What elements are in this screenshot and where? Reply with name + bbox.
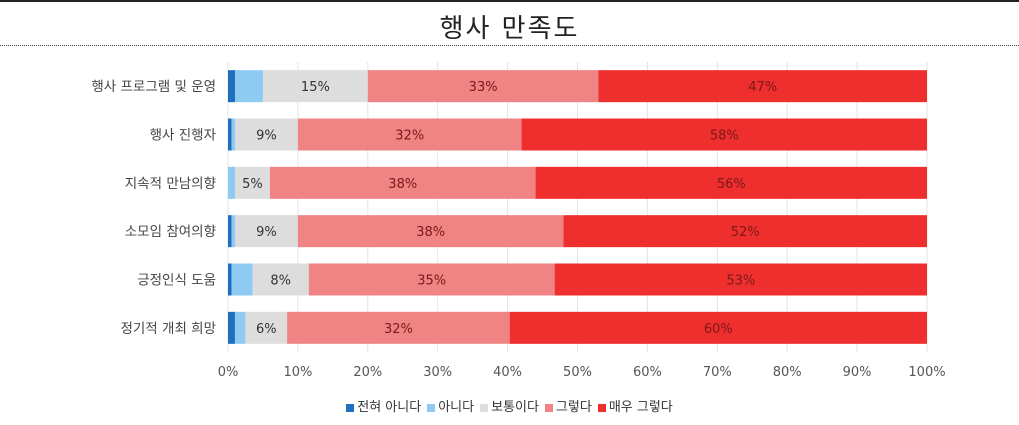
data-label: 15% xyxy=(301,80,330,95)
category-label: 정기적 개최 희망 xyxy=(120,321,216,337)
data-label: 60% xyxy=(704,322,733,337)
category-label: 긍정인식 도움 xyxy=(137,273,216,289)
x-tick-label: 30% xyxy=(423,365,452,380)
data-label: 6% xyxy=(256,322,277,337)
bar-segment xyxy=(228,311,235,344)
bar-segment xyxy=(262,70,368,103)
legend-item: 아니다 xyxy=(427,396,474,415)
legend-swatch xyxy=(544,403,553,412)
legend-item: 보통이다 xyxy=(480,396,539,415)
data-label: 9% xyxy=(256,225,277,240)
bar-segment xyxy=(554,263,927,296)
chart-title: 행사 만족도 xyxy=(439,14,580,44)
x-tick-label: 20% xyxy=(353,365,382,380)
data-label: 52% xyxy=(731,225,760,240)
data-label: 33% xyxy=(469,80,498,95)
bar-segment xyxy=(308,263,555,296)
x-tick-label: 90% xyxy=(843,365,872,380)
data-label: 32% xyxy=(395,129,424,144)
x-tick-label: 10% xyxy=(283,365,312,380)
data-label: 53% xyxy=(726,274,755,289)
data-label: 58% xyxy=(710,129,739,144)
legend-item: 전혀 아니다 xyxy=(346,396,421,415)
bar-segment xyxy=(521,118,927,151)
bar-segment xyxy=(509,311,927,344)
bar-segment xyxy=(269,166,536,199)
x-tick-label: 40% xyxy=(493,365,522,380)
bar-segment xyxy=(234,166,270,199)
legend-label: 그렇다 xyxy=(555,400,592,415)
bar-segment xyxy=(228,215,232,248)
legend-swatch xyxy=(427,403,436,412)
bar-segment xyxy=(252,263,309,296)
x-tick-label: 100% xyxy=(908,365,945,380)
legend-label: 보통이다 xyxy=(491,400,539,415)
category-label: 지속적 만남의향 xyxy=(125,176,216,192)
bar-segment xyxy=(535,166,927,199)
data-label: 8% xyxy=(270,274,291,289)
bar-segment xyxy=(234,70,263,103)
bar-segment xyxy=(234,311,246,344)
data-label: 35% xyxy=(417,274,446,289)
x-tick-label: 60% xyxy=(633,365,662,380)
bar-segment xyxy=(245,311,288,344)
data-label: 5% xyxy=(242,177,263,192)
category-label: 행사 프로그램 및 운영 xyxy=(91,79,216,95)
data-label: 56% xyxy=(717,177,746,192)
bar-segment xyxy=(231,215,235,248)
legend-swatch xyxy=(597,403,606,412)
x-tick-label: 50% xyxy=(563,365,592,380)
bar-segment xyxy=(234,215,298,248)
x-tick-label: 70% xyxy=(703,365,732,380)
legend-label: 전혀 아니다 xyxy=(357,400,422,415)
chart-legend: 전혀 아니다 아니다 보통이다 그렇다 매우 그렇다 xyxy=(0,396,1019,415)
legend-label: 아니다 xyxy=(438,400,475,415)
data-label: 38% xyxy=(416,225,445,240)
bar-segment xyxy=(228,166,235,199)
bar-segment xyxy=(228,118,232,151)
data-label: 9% xyxy=(256,129,277,144)
data-label: 38% xyxy=(388,177,417,192)
bar-segment xyxy=(287,311,510,344)
stacked-bar-chart: 0% 10% 20% 30% 40% 50% 60% 70% 80% 90% 100% 행사 프로그램… xyxy=(91,62,946,380)
bar-segment xyxy=(297,215,564,248)
bar-segment xyxy=(367,70,599,103)
legend-item: 매우 그렇다 xyxy=(597,396,673,415)
legend-swatch xyxy=(346,403,355,412)
legend-label: 매우 그렇다 xyxy=(608,400,673,415)
bar-segment xyxy=(228,263,232,296)
x-tick-label: 0% xyxy=(218,365,239,380)
category-label: 행사 진행자 xyxy=(150,128,217,144)
category-label: 소모임 참여의향 xyxy=(125,224,216,240)
bar-segment xyxy=(231,118,235,151)
x-tick-label: 80% xyxy=(773,365,802,380)
bar-segment xyxy=(297,118,522,151)
data-label: 32% xyxy=(384,322,413,337)
data-label: 47% xyxy=(748,80,777,95)
bar-segment xyxy=(234,118,298,151)
title-bar: 행사 만족도 xyxy=(0,0,1019,46)
legend-item: 그렇다 xyxy=(544,396,592,415)
bar-segment xyxy=(563,215,927,248)
bar-segment xyxy=(228,70,235,103)
bar-segment xyxy=(598,70,927,103)
legend-swatch xyxy=(480,403,489,412)
bar-segment xyxy=(231,263,253,296)
